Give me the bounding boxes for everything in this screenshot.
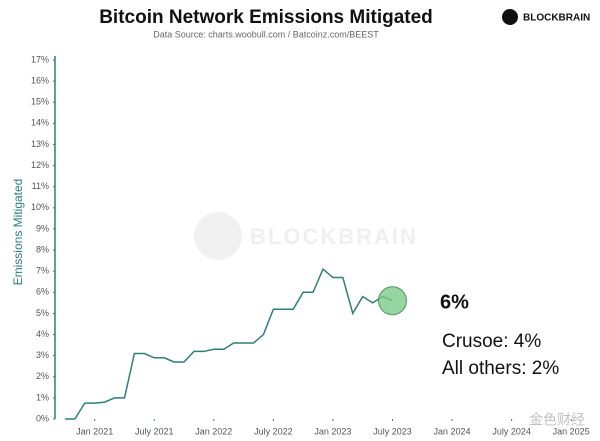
x-tick-label: Jan 2022	[195, 426, 232, 436]
y-tick-label: 11%	[32, 181, 49, 191]
x-tick-label: July 2024	[492, 426, 531, 436]
logo: BLOCKBRAIN	[523, 13, 590, 24]
watermark: BLOCKBRAIN	[250, 224, 418, 249]
y-tick-label: 10%	[31, 202, 49, 212]
y-tick-label: 0%	[36, 413, 49, 423]
x-tick-label: July 2023	[373, 426, 412, 436]
line	[64, 267, 393, 420]
y-tick-label: 16%	[31, 75, 49, 85]
x-tick-label: Jan 2024	[434, 426, 471, 436]
watermark-icon	[194, 212, 242, 260]
annotation: 6%	[440, 291, 469, 313]
y-tick-label: 17%	[31, 54, 49, 64]
chart-title: Bitcoin Network Emissions Mitigated	[99, 7, 433, 28]
y-tick-label: 5%	[36, 308, 49, 318]
annotation: All others: 2%	[442, 358, 559, 379]
chart-subtitle: Data Source: charts.woobull.com / Batcoi…	[153, 29, 379, 39]
y-tick-label: 12%	[31, 160, 49, 170]
y-tick-label: 13%	[31, 139, 49, 149]
y-tick-label: 2%	[36, 371, 49, 381]
y-tick-label: 4%	[36, 329, 49, 339]
y-tick-label: 3%	[36, 350, 49, 360]
y-tick-label: 1%	[36, 392, 49, 402]
y-tick-label: 7%	[36, 266, 49, 276]
x-tick-label: Jan 2021	[76, 426, 113, 436]
x-tick-label: July 2022	[254, 426, 293, 436]
y-tick-label: 9%	[36, 223, 49, 233]
annotation: Crusoe: 4%	[442, 331, 541, 352]
y-axis-label: Emissions Mitigated	[11, 179, 25, 286]
highlight-point	[377, 286, 407, 316]
x-tick-label: July 2021	[135, 426, 174, 436]
x-tick-label: Jan 2025	[553, 426, 590, 436]
corner-watermark: 金色财经	[529, 412, 585, 428]
y-tick-label: 8%	[36, 244, 49, 254]
x-tick-label: Jan 2023	[314, 426, 351, 436]
logo-icon	[502, 9, 518, 25]
y-tick-label: 15%	[31, 97, 49, 107]
y-tick-label: 14%	[31, 118, 49, 128]
y-tick-label: 6%	[36, 287, 49, 297]
